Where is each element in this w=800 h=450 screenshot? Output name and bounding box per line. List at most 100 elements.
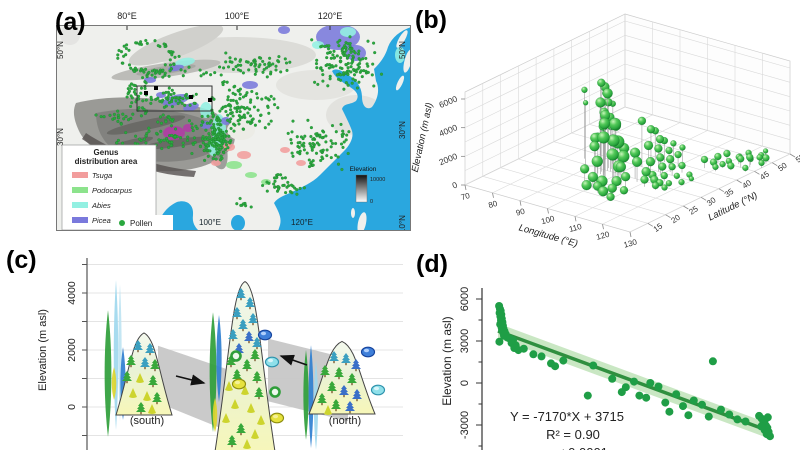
y-tick-label: -3000 [459, 411, 471, 439]
conifer-tree-icon [252, 337, 262, 347]
study-site-marker [154, 86, 158, 90]
conifer-tree-icon [126, 355, 136, 365]
conifer-tree-icon [254, 387, 264, 397]
broadleaf-tree-icon [251, 429, 259, 439]
pollen-cyan-icon [370, 384, 386, 396]
conifer-tree-icon [236, 423, 246, 433]
conifer-tree-icon [341, 353, 351, 363]
conifer-tree-icon [329, 351, 339, 361]
broadleaf-tree-icon [143, 391, 151, 401]
broadleaf-tree-icon [225, 381, 233, 391]
y-axis-title: Elevation (m asl) [440, 316, 454, 405]
genus-patch-abies [395, 47, 405, 63]
map-bottom-tick: 100°E [199, 218, 221, 227]
conifer-tree-icon [352, 389, 362, 399]
y-tick-label: 6000 [459, 287, 471, 311]
conifer-tree-icon [238, 319, 248, 329]
legend-title: distribution area [75, 157, 138, 166]
legend-item-label: Tsuga [92, 171, 112, 180]
migration-arrow [279, 354, 308, 366]
genus-patch-picea [242, 81, 258, 89]
y-tick-label: 2000 [66, 338, 78, 362]
y-tick-label: 25 [687, 204, 700, 217]
pollen-3d-points [579, 78, 770, 202]
conifer-tree-icon [250, 349, 260, 359]
y-tick-label: 3000 [459, 329, 471, 353]
conifer-tree-icon [232, 307, 242, 317]
genus-patch-abies [175, 57, 195, 67]
genus-patch-abies [200, 102, 212, 118]
conifer-tree-icon [228, 329, 238, 339]
elevation-violin [303, 350, 309, 440]
panel-b-label: (b) [415, 6, 447, 34]
genus-patch-tsuga [280, 147, 290, 153]
conifer-tree-icon [136, 402, 146, 412]
y-tick-label: 40 [741, 178, 754, 191]
x-tick-label: 100 [540, 214, 556, 226]
x-tick-label: 90 [515, 207, 526, 218]
conifer-tree-icon [320, 365, 330, 375]
pollen-yellow-icon [269, 412, 285, 424]
x-tick-label: 70 [460, 191, 471, 202]
conifer-tree-icon [145, 343, 155, 353]
regression-scatter-svg: -3000 0 3000 6000 Elevation (m asl) Y = -7170… [440, 287, 774, 450]
y-tick-label: 20 [670, 213, 683, 226]
genus-patch-picea [278, 26, 290, 34]
genus-patch-podocarpus [245, 172, 257, 178]
broadleaf-tree-icon [257, 415, 265, 425]
pollen-blue-icon [360, 346, 376, 358]
y-tick-label: 15 [652, 221, 665, 234]
x-tick-label: 80 [487, 199, 498, 210]
genus-patch-tsuga [296, 160, 306, 166]
conifer-tree-icon [347, 373, 357, 383]
legend-swatch [72, 217, 88, 223]
map-right-tick: 10°N [398, 215, 407, 231]
pollen-yellow-icon [231, 378, 247, 390]
conifer-tree-icon [334, 367, 344, 377]
elevation-violin [216, 314, 222, 403]
conifer-tree-icon [226, 355, 236, 365]
x-tick-label: 120 [595, 230, 611, 242]
elevation-violin [308, 345, 314, 449]
genus-patch-tsuga [237, 151, 251, 159]
broadleaf-tree-icon [241, 385, 249, 395]
x-tick-label: 110 [568, 222, 583, 234]
migration-arrow [175, 374, 206, 386]
legend-swatch [72, 202, 88, 208]
broadleaf-tree-icon [222, 413, 230, 423]
map-bottom-tick: 120°E [291, 218, 313, 227]
z-tick-label: 2000 [437, 151, 459, 167]
legend-title: Genus [94, 148, 119, 157]
y-tick-label: 45 [758, 169, 771, 182]
conifer-tree-icon [236, 288, 246, 298]
z-axis-title: Elevation (m asl) [410, 102, 435, 173]
elevation-diagram-svg: (south) (north) 0 2000 4000 Elevation (m asl) [37, 258, 403, 450]
regression-equation: Y = -7170*X + 3715 [510, 409, 624, 424]
z-tick-label: 0 [451, 179, 459, 190]
conifer-tree-icon [227, 435, 237, 445]
colorbar-title: Elevation [350, 166, 377, 173]
map-china-svg: 100°E 120°E 50°N 30°N 50°N 30°N 10°N Genusdistr… [56, 25, 411, 231]
conifer-tree-icon [245, 297, 255, 307]
r-squared: R² = 0.90 [546, 427, 600, 442]
conifer-tree-icon [248, 313, 258, 323]
p-value: p < 0.0001 [546, 445, 608, 450]
island [396, 30, 408, 48]
broadleaf-tree-icon [129, 388, 137, 398]
study-site-marker [189, 95, 193, 99]
elevation-violin [212, 398, 218, 433]
pollen-cyan-icon [264, 356, 280, 368]
broadleaf-tree-icon [247, 403, 255, 413]
broadleaf-tree-icon [136, 373, 144, 383]
conifer-tree-icon [232, 369, 242, 379]
study-site-marker [208, 98, 212, 102]
study-site-marker [144, 91, 148, 95]
conifer-tree-icon [252, 371, 262, 381]
elevation-colorbar [355, 174, 368, 203]
panel-c-label: (c) [6, 246, 37, 274]
broadleaf-tree-icon [231, 399, 239, 409]
genus-patch-podocarpus [226, 161, 242, 169]
map-right-tick: 50°N [398, 41, 407, 59]
conifer-tree-icon [327, 381, 337, 391]
